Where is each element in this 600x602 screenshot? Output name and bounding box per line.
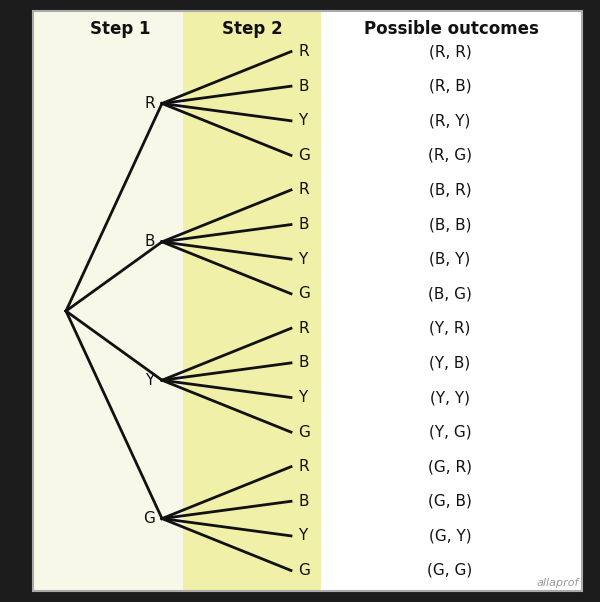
Text: Y: Y bbox=[298, 252, 307, 267]
Text: (B, B): (B, B) bbox=[429, 217, 471, 232]
Text: (G, Y): (G, Y) bbox=[428, 529, 472, 544]
Text: R: R bbox=[298, 182, 309, 197]
Text: Y: Y bbox=[298, 113, 307, 128]
Text: B: B bbox=[145, 234, 155, 249]
Text: Possible outcomes: Possible outcomes bbox=[364, 20, 539, 38]
Text: Y: Y bbox=[298, 529, 307, 544]
Text: G: G bbox=[143, 511, 155, 526]
Text: G: G bbox=[298, 286, 310, 301]
Text: (G, B): (G, B) bbox=[428, 494, 472, 509]
Text: (R, Y): (R, Y) bbox=[430, 113, 470, 128]
Text: Y: Y bbox=[298, 390, 307, 405]
Text: G: G bbox=[298, 148, 310, 163]
Text: B: B bbox=[298, 494, 309, 509]
Text: Step 2: Step 2 bbox=[221, 20, 283, 38]
Text: B: B bbox=[298, 217, 309, 232]
Text: (Y, B): (Y, B) bbox=[430, 355, 470, 370]
Bar bbox=[33, 11, 321, 591]
Text: G: G bbox=[298, 424, 310, 439]
Text: G: G bbox=[298, 563, 310, 578]
Text: (R, G): (R, G) bbox=[428, 148, 472, 163]
Text: R: R bbox=[298, 459, 309, 474]
Bar bbox=[183, 11, 321, 591]
Text: allaprof: allaprof bbox=[536, 578, 579, 588]
Text: Y: Y bbox=[146, 373, 155, 388]
Text: B: B bbox=[298, 79, 309, 94]
Text: R: R bbox=[298, 321, 309, 336]
Text: (G, G): (G, G) bbox=[427, 563, 473, 578]
Text: (R, B): (R, B) bbox=[428, 79, 472, 94]
Text: (Y, R): (Y, R) bbox=[430, 321, 470, 336]
Text: (R, R): (R, R) bbox=[428, 44, 472, 59]
Text: (Y, G): (Y, G) bbox=[428, 424, 472, 439]
Text: B: B bbox=[298, 355, 309, 370]
Text: (G, R): (G, R) bbox=[428, 459, 472, 474]
Text: (B, R): (B, R) bbox=[428, 182, 472, 197]
Text: R: R bbox=[144, 96, 155, 111]
Text: Step 1: Step 1 bbox=[90, 20, 150, 38]
Text: R: R bbox=[298, 44, 309, 59]
Text: (Y, Y): (Y, Y) bbox=[430, 390, 470, 405]
Text: (B, G): (B, G) bbox=[428, 286, 472, 301]
Text: (B, Y): (B, Y) bbox=[430, 252, 470, 267]
Bar bbox=[321, 11, 582, 591]
